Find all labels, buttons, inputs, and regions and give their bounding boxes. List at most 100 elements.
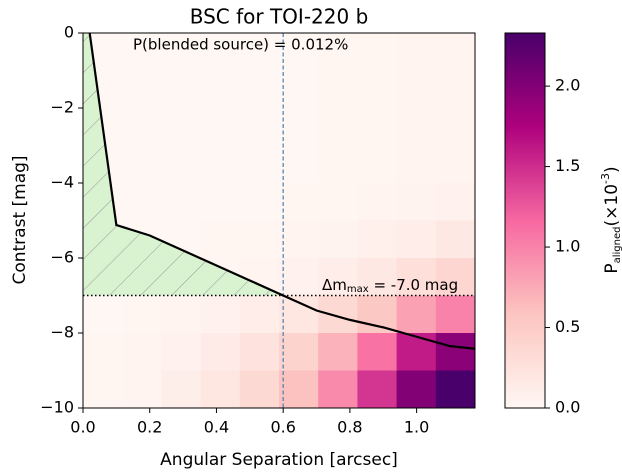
heatmap-cell bbox=[122, 108, 162, 146]
heatmap-cell bbox=[435, 220, 476, 259]
heatmap-cell bbox=[279, 258, 319, 296]
colorbar-label-part: P bbox=[602, 263, 622, 273]
heatmap-cell bbox=[239, 70, 280, 109]
heatmap-cell bbox=[161, 333, 202, 371]
annotation: Δmmax = -7.0 mag bbox=[322, 276, 458, 296]
heatmap-cell bbox=[435, 295, 476, 334]
heatmap-cell bbox=[239, 220, 280, 259]
heatmap-cell bbox=[161, 108, 202, 146]
x-tick-label: 0.4 bbox=[204, 418, 229, 437]
heatmap-cell bbox=[396, 333, 437, 371]
heatmap-cell bbox=[239, 145, 280, 184]
heatmap-cell bbox=[161, 70, 202, 109]
heatmap-cell bbox=[200, 333, 241, 371]
heatmap-cell bbox=[318, 333, 358, 371]
heatmap-cell bbox=[239, 333, 280, 371]
heatmap-cell bbox=[239, 183, 280, 221]
heatmap-cell bbox=[318, 145, 358, 184]
colorbar-tick-label: 2.0 bbox=[555, 76, 580, 95]
heatmap-cell bbox=[318, 33, 358, 71]
heatmap-cell bbox=[357, 258, 398, 296]
y-tick-label: 0 bbox=[64, 23, 74, 42]
heatmap-cell bbox=[396, 220, 437, 259]
colorbar-tick-label: 0.5 bbox=[555, 317, 580, 336]
heatmap-cell bbox=[161, 295, 202, 334]
colorbar bbox=[504, 32, 546, 409]
heatmap-cell bbox=[396, 108, 437, 146]
annotation: P(blended source) = 0.012% bbox=[133, 36, 348, 54]
colorbar-label: Paligned(×10-3) bbox=[599, 166, 622, 273]
heatmap-cell bbox=[357, 220, 398, 259]
heatmap-cell bbox=[122, 70, 162, 109]
heatmap-cell bbox=[279, 183, 319, 221]
heatmap-cell bbox=[239, 370, 280, 409]
heatmap-cell bbox=[279, 295, 319, 334]
annotation-part: max bbox=[347, 284, 369, 295]
annotation-part: = -7.0 mag bbox=[369, 276, 458, 294]
heatmap-cell bbox=[318, 183, 358, 221]
heatmap-cell bbox=[122, 295, 162, 334]
heatmap-cell bbox=[200, 370, 241, 409]
heatmap-cell bbox=[279, 333, 319, 371]
x-axis-label: Angular Separation [arcsec] bbox=[160, 450, 398, 470]
heatmap-cell bbox=[279, 33, 319, 71]
x-tick-label: 1.0 bbox=[404, 418, 429, 437]
heatmap-cell bbox=[318, 108, 358, 146]
heatmap-cell bbox=[239, 33, 280, 71]
heatmap-cell bbox=[122, 145, 162, 184]
heatmap-cell bbox=[396, 145, 437, 184]
heatmap bbox=[83, 33, 476, 409]
heatmap-cell bbox=[239, 295, 280, 334]
heatmap-cell bbox=[396, 33, 437, 71]
y-tick-label: −6 bbox=[50, 248, 74, 267]
x-tick-label: 0.6 bbox=[270, 418, 295, 437]
heatmap-cell bbox=[435, 258, 476, 296]
heatmap-cell bbox=[200, 183, 241, 221]
heatmap-cell bbox=[396, 370, 437, 409]
x-tick-label: 0.0 bbox=[70, 418, 95, 437]
heatmap-cell bbox=[396, 183, 437, 221]
heatmap-cell bbox=[396, 70, 437, 109]
plot-frame bbox=[82, 32, 476, 409]
heatmap-cell bbox=[357, 295, 398, 334]
heatmap-cell bbox=[435, 370, 476, 409]
heatmap-cell bbox=[435, 333, 476, 371]
heatmap-cell bbox=[357, 70, 398, 109]
heatmap-cell bbox=[435, 33, 476, 71]
heatmap-cell bbox=[200, 295, 241, 334]
colorbar-label-part: (×10 bbox=[602, 184, 622, 227]
x-tick-label: 0.8 bbox=[337, 418, 362, 437]
heatmap-cell bbox=[161, 145, 202, 184]
heatmap-cell bbox=[83, 370, 123, 409]
colorbar-tick-label: 1.0 bbox=[555, 237, 580, 256]
heatmap-cell bbox=[435, 183, 476, 221]
heatmap-cell bbox=[200, 33, 241, 71]
heatmap-cell bbox=[357, 183, 398, 221]
heatmap-cell bbox=[122, 370, 162, 409]
y-tick-label: −2 bbox=[50, 98, 74, 117]
heatmap-cell bbox=[279, 145, 319, 184]
heatmap-cell bbox=[200, 220, 241, 259]
heatmap-cell bbox=[200, 145, 241, 184]
colorbar-label-part: -3 bbox=[599, 173, 612, 184]
x-tick-label: 0.2 bbox=[137, 418, 162, 437]
heatmap-cell bbox=[122, 183, 162, 221]
heatmap-cell bbox=[318, 370, 358, 409]
heatmap-cell bbox=[279, 220, 319, 259]
y-tick-label: −8 bbox=[50, 323, 74, 342]
heatmap-cell bbox=[239, 108, 280, 146]
heatmap-cell bbox=[318, 295, 358, 334]
heatmap-cell bbox=[161, 370, 202, 409]
colorbar-tick-label: 0.0 bbox=[555, 398, 580, 417]
annotation-part: Δm bbox=[322, 276, 347, 294]
y-tick-label: −4 bbox=[50, 173, 74, 192]
heatmap-cell bbox=[279, 370, 319, 409]
heatmap-cell bbox=[357, 333, 398, 371]
heatmap-cell bbox=[83, 333, 123, 371]
heatmap-cell bbox=[357, 145, 398, 184]
y-axis-label: Contrast [mag] bbox=[10, 155, 30, 284]
heatmap-cell bbox=[435, 145, 476, 184]
heatmap-cell bbox=[396, 258, 437, 296]
heatmap-cell bbox=[357, 108, 398, 146]
